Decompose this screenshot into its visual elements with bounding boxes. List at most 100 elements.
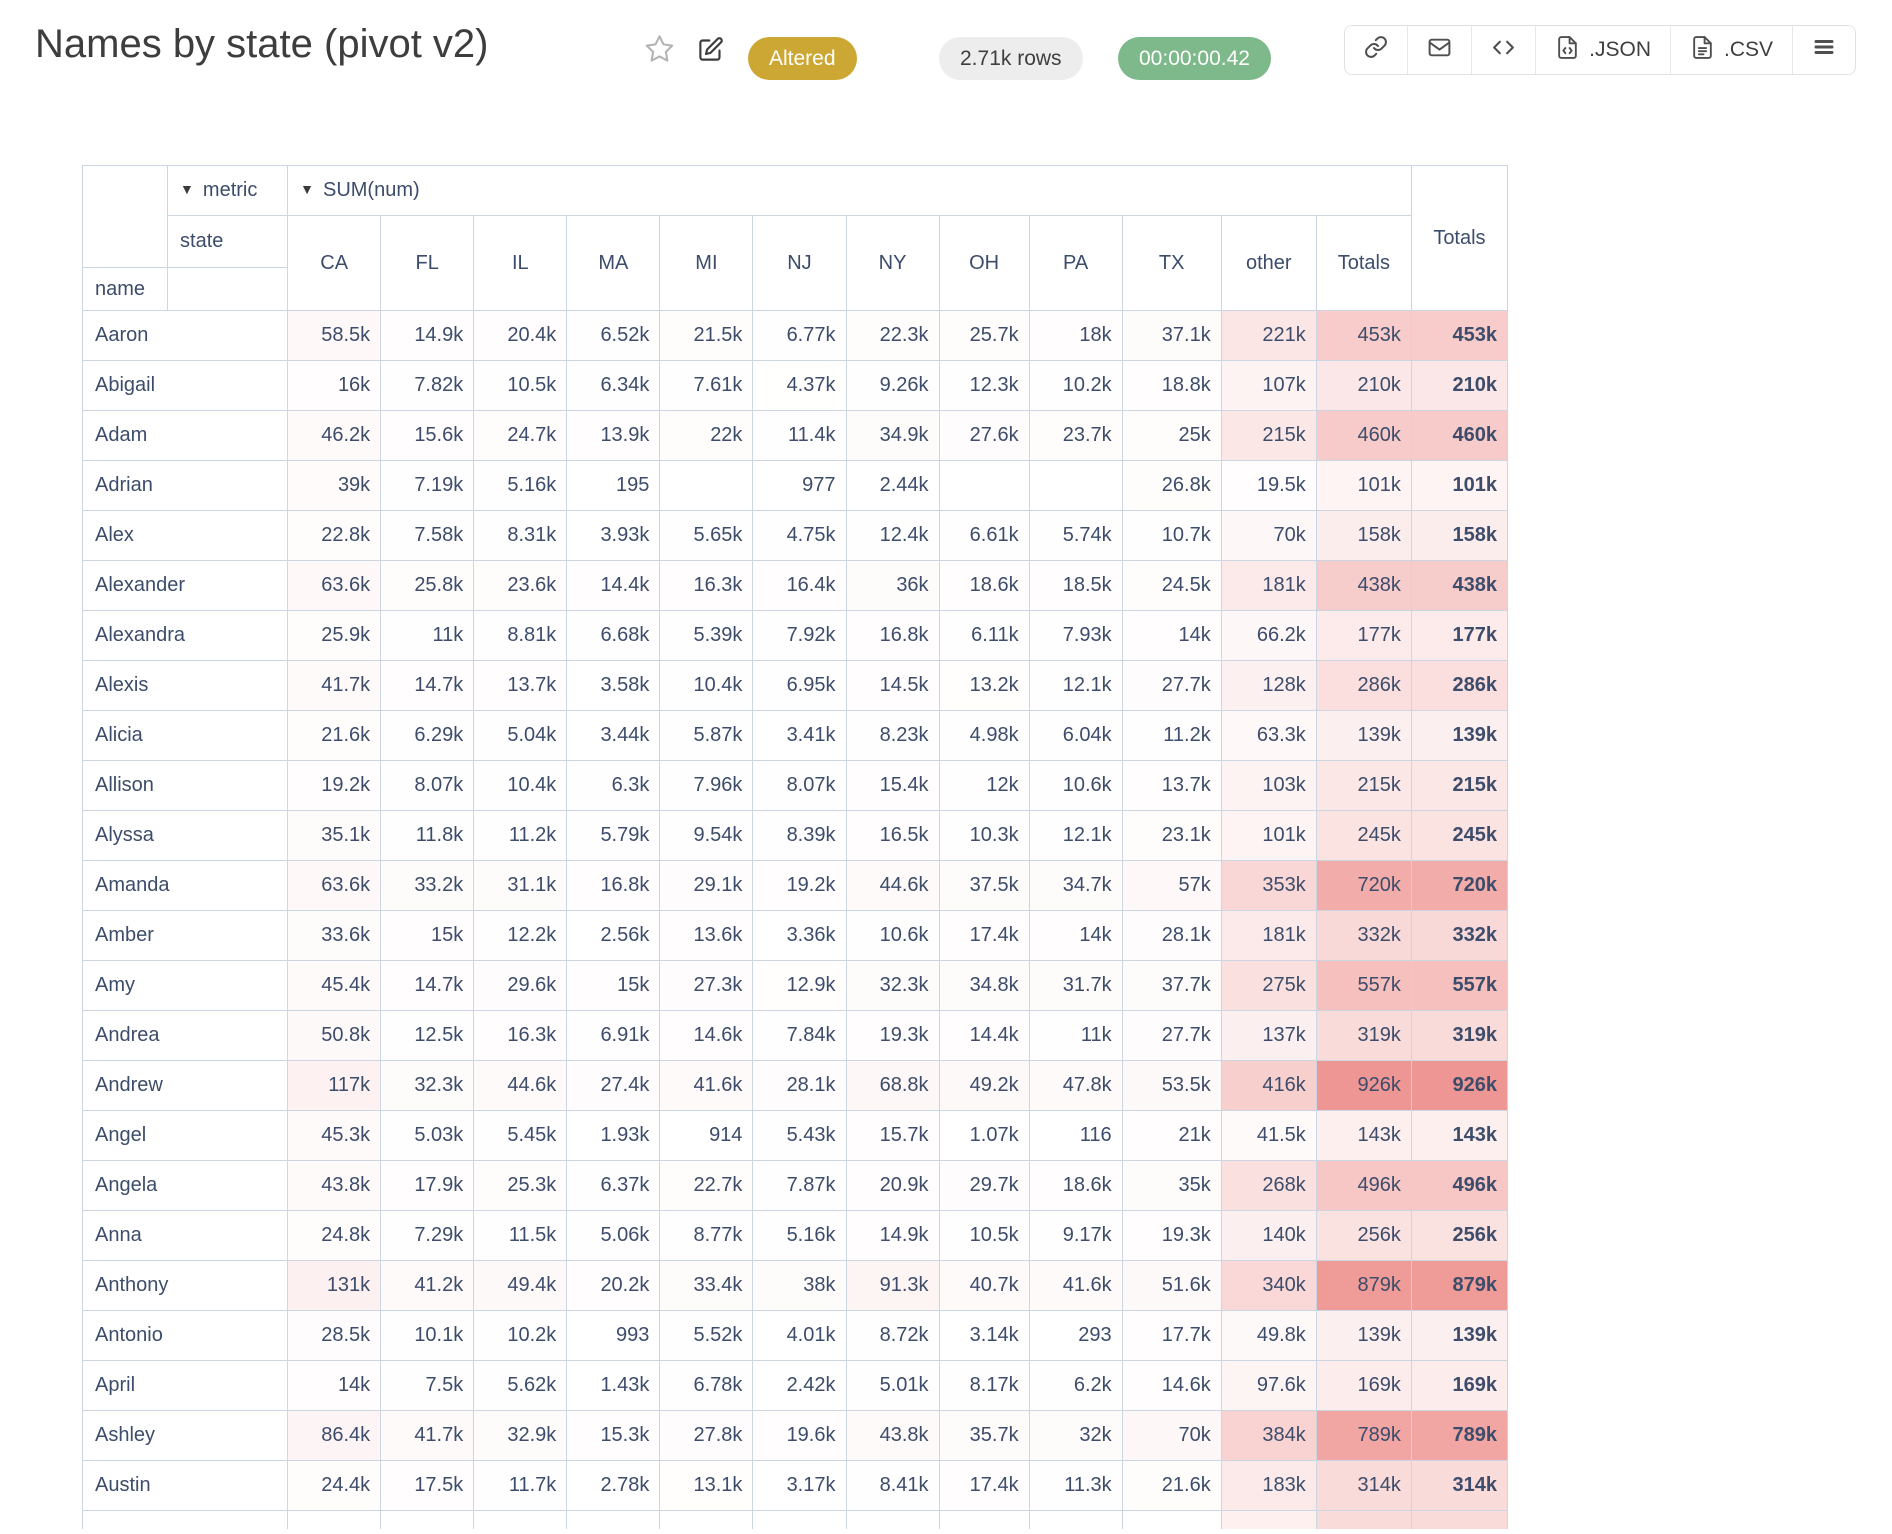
hamburger-menu-icon [1812,35,1836,65]
value-cell: 15.6k [380,410,475,461]
value-cell: 44.6k [473,1060,568,1111]
share-link-button[interactable] [1345,26,1408,74]
value-cell: 101k [1220,810,1317,861]
file-text-icon [1690,35,1715,66]
value-cell: 11.5k [473,1210,568,1261]
value-cell: 789k [1315,1410,1412,1461]
value-cell: 10.4k [473,760,568,811]
value-cell: 32.9k [473,1410,568,1461]
value-cell: 221k [1220,310,1317,361]
download-csv-button[interactable]: .CSV [1669,26,1792,74]
value-cell: 7.5k [380,1360,475,1411]
table-row: Austin 24.4k 17.5k 11.7k 2.78k 13.1k 3.17k 8.41… [81,1460,1509,1511]
value-cell: 41.7k [287,660,382,711]
value-cell: 107k [1220,360,1317,411]
download-json-button[interactable]: .JSON [1535,26,1670,74]
value-cell: 5.62k [473,1360,568,1411]
value-cell: 8.39k [752,810,847,861]
value-cell: 5.74k [1028,510,1123,561]
value-cell: 25k [1121,410,1222,461]
aggregator-dropdown[interactable]: ▼ SUM(num) [287,165,1412,216]
value-cell: 9.54k [659,810,754,861]
row-grand-total-cell [1410,1510,1509,1529]
value-cell [659,1510,754,1529]
value-cell: 3.17k [752,1460,847,1511]
value-cell: 47.8k [1028,1060,1123,1111]
column-header-other: other [1220,215,1317,311]
value-cell: 16.3k [659,560,754,611]
row-name-cell: Abigail [81,360,289,411]
value-cell: 29.7k [938,1160,1030,1211]
row-grand-total-cell: 169k [1410,1360,1509,1411]
value-cell: 49.8k [1220,1310,1317,1361]
value-cell: 4.75k [752,510,847,561]
value-cell: 15k [380,910,475,961]
table-row: Aaron 58.5k 14.9k 20.4k 6.52k 21.5k 6.77k 22.3k… [81,310,1509,361]
value-cell: 16.4k [752,560,847,611]
value-cell: 19.2k [752,860,847,911]
embed-code-button[interactable] [1471,26,1536,74]
value-cell [1028,1510,1123,1529]
value-cell: 6.78k [659,1360,754,1411]
value-cell: 46.2k [287,410,382,461]
value-cell: 8.81k [473,610,568,661]
value-cell: 35k [1121,1160,1222,1211]
value-cell: 22.8k [287,510,382,561]
row-grand-total-cell: 158k [1410,510,1509,561]
download-csv-label: .CSV [1723,38,1773,61]
value-cell: 17.4k [938,910,1030,961]
more-menu-button[interactable] [1792,26,1855,74]
value-cell: 22.3k [845,310,940,361]
value-cell: 14.9k [845,1210,940,1261]
row-grand-total-cell: 460k [1410,410,1509,461]
value-cell: 31.7k [1028,960,1123,1011]
favorite-star-button[interactable] [644,33,675,64]
status-badge: Altered [748,37,857,80]
value-cell: 24.4k [287,1460,382,1511]
value-cell: 14.7k [380,960,475,1011]
row-name-cell: Angel [81,1110,289,1161]
value-cell: 101k [1315,460,1412,511]
value-cell: 5.39k [659,610,754,661]
value-cell: 58.5k [287,310,382,361]
value-cell: 32k [1028,1410,1123,1461]
value-cell: 314k [1315,1460,1412,1511]
value-cell: 21.6k [287,710,382,761]
value-cell: 139k [1315,710,1412,761]
envelope-icon [1427,35,1452,66]
value-cell: 18k [1028,310,1123,361]
corner-cell [81,165,169,268]
row-grand-total-cell: 453k [1410,310,1509,361]
value-cell: 5.16k [752,1210,847,1261]
value-cell: 41.2k [380,1260,475,1311]
value-cell: 38k [752,1260,847,1311]
value-cell: 41.5k [1220,1110,1317,1161]
download-json-label: .JSON [1589,38,1651,61]
metric-dropdown[interactable]: ▼ metric [167,165,289,216]
blank-header-cell [167,267,289,311]
value-cell: 45.3k [287,1110,382,1161]
table-row: Ashley 86.4k 41.7k 32.9k 15.3k 27.8k 19.6k 43.8… [81,1410,1509,1461]
value-cell: 181k [1220,560,1317,611]
edit-title-button[interactable] [697,36,724,63]
value-cell: 19.5k [1220,460,1317,511]
link-icon [1364,35,1388,65]
value-cell: 12.1k [1028,810,1123,861]
row-name-cell: April [81,1360,289,1411]
value-cell: 7.61k [659,360,754,411]
value-cell [287,1510,382,1529]
value-cell: 8.07k [380,760,475,811]
value-cell: 7.92k [752,610,847,661]
row-grand-total-cell: 789k [1410,1410,1509,1461]
value-cell: 6.52k [566,310,661,361]
column-header-ny: NY [845,215,940,311]
email-button[interactable] [1407,26,1472,74]
value-cell: 13.7k [1121,760,1222,811]
value-cell: 28.5k [287,1310,382,1361]
row-name-cell [81,1510,289,1529]
row-name-cell: Alex [81,510,289,561]
value-cell: 286k [1315,660,1412,711]
value-cell: 32.3k [845,960,940,1011]
value-cell: 12.1k [1028,660,1123,711]
value-cell: 14.6k [1121,1360,1222,1411]
